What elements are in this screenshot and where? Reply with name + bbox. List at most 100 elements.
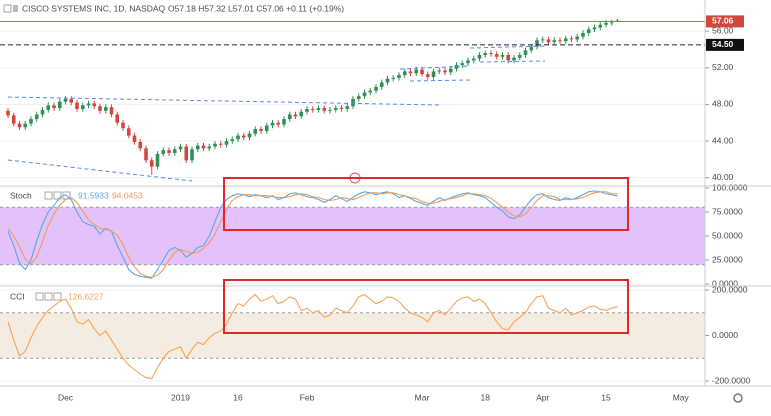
candle-body <box>253 129 258 134</box>
candle-body <box>598 24 603 28</box>
icon[interactable] <box>44 292 53 301</box>
indicator-title[interactable]: CCI <box>10 291 25 301</box>
candle-body <box>604 22 608 25</box>
candle-body <box>535 40 539 47</box>
candle-body <box>40 109 45 115</box>
candle-body <box>379 82 384 88</box>
candle-body <box>75 102 79 109</box>
x-tick-label: 2019 <box>171 392 190 402</box>
last-price-label: 57.06 <box>712 16 734 26</box>
candle-body <box>540 39 545 41</box>
candle-body <box>385 78 390 83</box>
candle-body <box>126 128 131 136</box>
candle-body <box>23 123 28 128</box>
candle-body <box>362 92 367 97</box>
candle-body <box>425 74 430 77</box>
candle-body <box>287 114 292 120</box>
candle-body <box>310 108 315 110</box>
indicator-line <box>7 191 618 278</box>
indicator-value: 91.5933 <box>78 190 109 200</box>
y-tick-label: 48.00 <box>712 99 734 109</box>
x-tick-label: May <box>673 392 690 402</box>
candle-body <box>489 53 493 55</box>
indicator-value: 126.6227 <box>68 291 104 301</box>
candle-body <box>477 54 482 59</box>
candle-body <box>172 149 177 153</box>
candle-body <box>132 135 137 142</box>
candle-body <box>46 105 51 110</box>
icon[interactable] <box>53 292 62 301</box>
candle-body <box>397 75 401 78</box>
candle-body <box>103 107 108 111</box>
y-tick-label: 40.00 <box>712 172 734 182</box>
candle-body <box>69 98 74 103</box>
candle-body <box>247 133 252 138</box>
candle-body <box>374 87 378 91</box>
candle-body <box>218 143 223 145</box>
candle-body <box>316 108 321 110</box>
x-tick-label: Mar <box>415 392 430 402</box>
icon[interactable] <box>13 5 18 12</box>
candle-body <box>57 101 62 109</box>
candle-body <box>11 115 16 124</box>
ohlc-legend: O57.18 H57.32 L57.01 C57.06 +0.11 (+0.19… <box>168 3 344 13</box>
candle-body <box>276 122 281 125</box>
trend-line <box>7 96 441 106</box>
candle-body <box>512 57 516 61</box>
candle-body <box>115 114 120 123</box>
symbol-title: CISCO SYSTEMS INC, 1D, NASDAQ <box>22 3 165 13</box>
x-tick-label: Dec <box>58 392 74 402</box>
candle-body <box>506 54 511 61</box>
candle-body <box>609 22 614 24</box>
candle-body <box>144 148 148 161</box>
y-tick-label: 0.0000 <box>712 278 738 288</box>
indicator-title[interactable]: Stoch <box>10 190 32 200</box>
icon[interactable] <box>53 191 62 200</box>
x-tick-label: Apr <box>536 392 549 402</box>
icon[interactable] <box>35 292 44 301</box>
candle-body <box>109 107 114 115</box>
candle-body <box>471 58 476 61</box>
icon[interactable] <box>62 191 71 200</box>
candle-body <box>282 119 286 125</box>
candle-body <box>466 60 470 64</box>
settings-button[interactable] <box>733 393 743 403</box>
candle-body <box>351 98 355 107</box>
trend-line <box>479 60 546 63</box>
candle-body <box>322 108 327 111</box>
candle-body <box>592 27 597 30</box>
x-tick-label: 16 <box>233 392 243 402</box>
candle-body <box>161 150 166 154</box>
trend-line <box>469 45 546 49</box>
trend-line <box>409 79 471 82</box>
candle-body <box>494 54 499 57</box>
candle-body <box>201 145 206 149</box>
y-tick-label: 50.0000 <box>712 230 743 240</box>
candle-body <box>563 38 568 42</box>
icon[interactable] <box>44 191 53 200</box>
candle-body <box>443 70 447 73</box>
y-tick-label: 56.00 <box>712 25 734 35</box>
trend-line <box>399 65 471 70</box>
candle-body <box>431 71 436 77</box>
candle-body <box>52 105 56 109</box>
candle-body <box>138 141 143 149</box>
y-tick-label: 100.0000 <box>712 182 748 192</box>
last-price-tag <box>706 15 744 28</box>
y-tick-label: -200.0000 <box>712 375 751 385</box>
candle-body <box>414 69 419 74</box>
candle-body <box>184 146 189 161</box>
icon[interactable] <box>3 4 12 13</box>
plot-layer: Dec 2019 16 Feb Mar 18 Apr 15 May 40.00 44.00 48.00… <box>0 15 751 402</box>
candle-body <box>34 114 39 120</box>
x-tick-label: Feb <box>300 392 315 402</box>
candle-body <box>500 54 505 57</box>
candle-body <box>236 135 240 140</box>
candle-body <box>581 32 585 37</box>
candle-body <box>6 110 10 116</box>
candle-body <box>63 98 68 102</box>
candle-body <box>207 146 212 149</box>
candle-body <box>213 143 217 147</box>
candle-body <box>517 54 522 58</box>
